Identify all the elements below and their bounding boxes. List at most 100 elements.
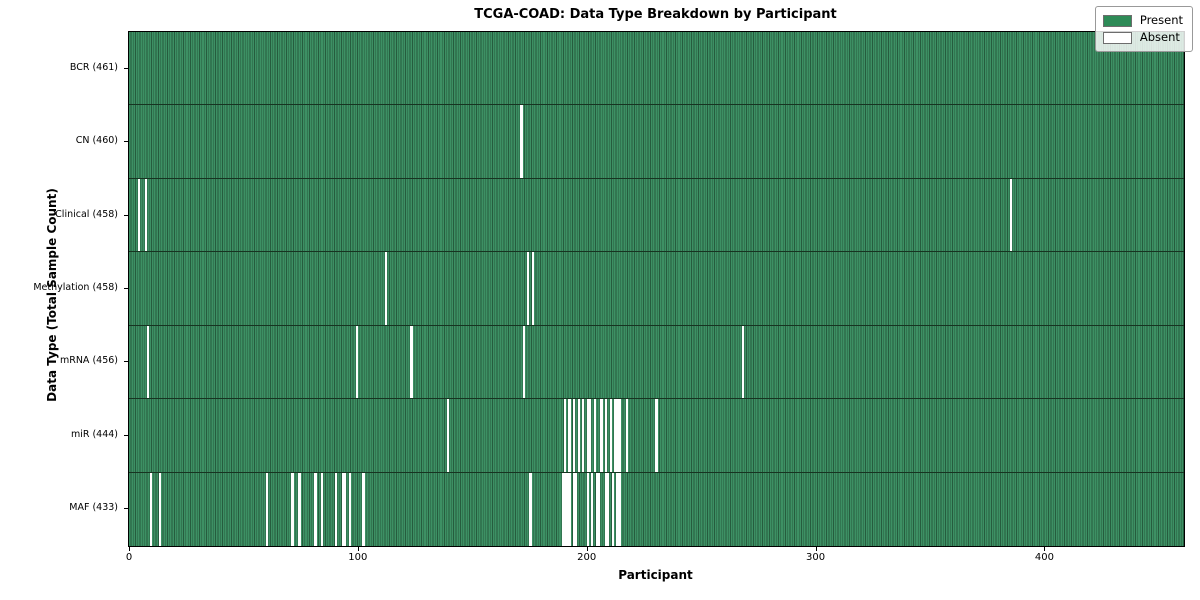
y-tick-mark	[124, 67, 128, 69]
legend-absent-swatch	[1102, 31, 1132, 44]
absent-cell	[609, 399, 612, 472]
y-tick-label: MAF (433)	[69, 502, 118, 514]
plot-area	[128, 31, 1185, 547]
absent-cell	[344, 472, 347, 546]
absent-cell	[355, 325, 358, 399]
absent-cell	[605, 472, 608, 546]
heatmap-row	[129, 399, 1184, 473]
y-tick-mark	[124, 214, 128, 216]
y-tick-mark	[124, 288, 128, 289]
absent-cell	[586, 399, 589, 472]
absent-cell	[447, 399, 450, 472]
legend-present-swatch	[1102, 14, 1132, 27]
absent-cell	[149, 472, 152, 546]
absent-cell	[563, 399, 566, 472]
absent-cell	[572, 472, 576, 546]
absent-cell	[572, 399, 576, 472]
absent-cell	[520, 105, 523, 178]
y-tick-label: Clinical (458)	[55, 208, 118, 220]
y-axis-label: Data Type (Total Sample Count)	[45, 188, 59, 402]
absent-cell	[595, 472, 599, 546]
heatmap-row	[129, 105, 1184, 179]
legend-item-absent: Absent	[1102, 29, 1183, 46]
chart-title: TCGA-COAD: Data Type Breakdown by Partic…	[474, 7, 837, 22]
absent-cell	[410, 325, 413, 399]
y-tick-label: mRNA (456)	[59, 355, 118, 367]
absent-cell	[568, 399, 571, 472]
x-tick-mark	[129, 546, 130, 551]
x-axis-label: Participant	[618, 568, 693, 582]
absent-cell	[266, 472, 269, 546]
x-tick-label: 0	[125, 552, 133, 563]
absent-cell	[598, 472, 601, 546]
absent-cell	[655, 399, 658, 472]
absent-cell	[591, 472, 594, 546]
absent-cell	[568, 472, 571, 546]
absent-cell	[158, 472, 161, 546]
y-tick-label: miR (444)	[70, 428, 118, 440]
absent-cell	[605, 399, 608, 472]
absent-cell	[561, 472, 564, 546]
absent-cell	[145, 178, 148, 252]
absent-cell	[362, 472, 365, 546]
absent-cell	[1010, 178, 1013, 252]
absent-cell	[314, 472, 317, 546]
absent-cell	[385, 252, 388, 325]
y-tick-label: BCR (461)	[69, 61, 118, 73]
absent-cell	[616, 399, 619, 472]
absent-cell	[588, 399, 592, 472]
absent-cell	[607, 472, 610, 546]
heatmap-row	[129, 178, 1184, 253]
legend-present-label: Present	[1139, 13, 1183, 27]
x-tick-mark	[586, 546, 588, 551]
x-tick-label: 200	[577, 552, 597, 563]
absent-cell	[138, 178, 141, 252]
absent-cell	[529, 472, 532, 546]
absent-cell	[600, 399, 603, 472]
y-tick-mark	[124, 434, 128, 436]
x-tick-label: 400	[1034, 552, 1054, 563]
y-tick-label: CN (460)	[75, 135, 118, 147]
absent-cell	[321, 472, 324, 546]
legend-item-present: Present	[1102, 12, 1183, 29]
heatmap-row	[129, 32, 1184, 106]
absent-cell	[586, 472, 589, 546]
absent-cell	[522, 325, 525, 399]
absent-cell	[348, 472, 351, 546]
heatmap-row	[129, 472, 1184, 546]
x-tick-mark	[1044, 546, 1046, 551]
x-tick-mark	[815, 546, 817, 551]
absent-cell	[614, 399, 617, 472]
y-tick-label: Methylation (458)	[33, 282, 118, 293]
absent-cell	[593, 399, 596, 472]
y-tick-mark	[124, 508, 128, 510]
absent-cell	[616, 472, 619, 546]
absent-cell	[618, 399, 621, 472]
x-tick-mark	[357, 546, 359, 551]
absent-cell	[147, 325, 150, 399]
absent-cell	[618, 472, 621, 546]
legend: Present Absent	[1094, 6, 1193, 52]
x-tick-label: 300	[806, 552, 826, 563]
absent-cell	[742, 325, 745, 399]
absent-cell	[582, 399, 585, 472]
absent-cell	[577, 399, 580, 472]
legend-absent-label: Absent	[1139, 30, 1180, 44]
y-tick-mark	[124, 361, 128, 363]
heatmap-row	[129, 252, 1184, 326]
heatmap-row	[129, 325, 1184, 400]
absent-cell	[611, 472, 615, 546]
absent-cell	[291, 472, 294, 546]
absent-cell	[575, 472, 578, 546]
absent-cell	[566, 472, 569, 546]
absent-cell	[298, 472, 301, 546]
absent-cell	[341, 472, 344, 546]
absent-cell	[625, 399, 628, 472]
y-tick-mark	[124, 141, 128, 143]
absent-cell	[563, 472, 566, 546]
absent-cell	[531, 252, 534, 325]
absent-cell	[334, 472, 338, 546]
x-tick-label: 100	[348, 552, 368, 563]
absent-cell	[527, 252, 530, 325]
